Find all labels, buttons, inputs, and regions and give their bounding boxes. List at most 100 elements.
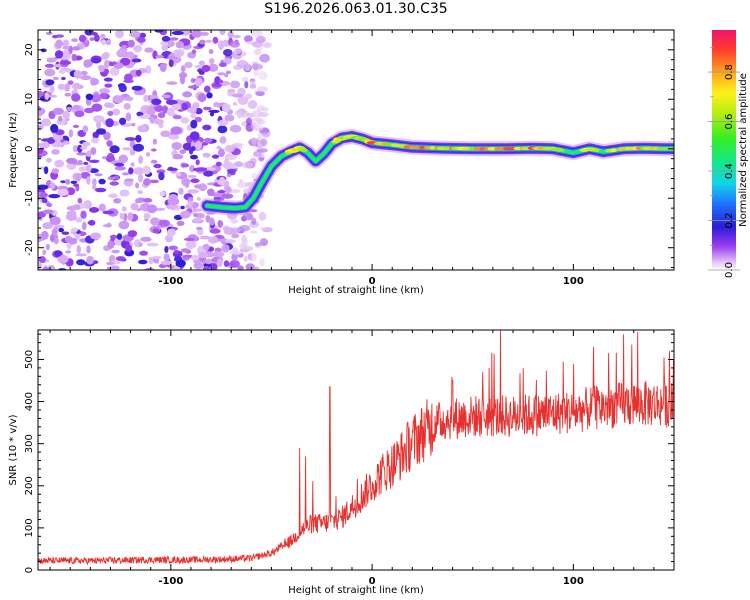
noise-blob [139, 250, 149, 256]
noise-blob [209, 112, 215, 117]
noise-blob [182, 142, 194, 151]
noise-blob [259, 258, 265, 267]
noise-blob [194, 208, 202, 212]
noise-blob [124, 178, 134, 182]
noise-blob [107, 240, 115, 249]
noise-blob [143, 178, 151, 186]
noise-blob [137, 125, 147, 133]
noise-blob [191, 146, 196, 152]
noise-blob [155, 55, 164, 59]
noise-blob [106, 39, 112, 46]
noise-blob [56, 185, 69, 191]
noise-blob [96, 120, 102, 129]
noise-blob [242, 76, 249, 83]
noise-blob [198, 252, 209, 259]
noise-blob [251, 266, 260, 270]
noise-blob [58, 115, 63, 122]
noise-blob [92, 178, 97, 186]
noise-blob [114, 166, 126, 171]
noise-blob [200, 31, 209, 36]
noise-blob [196, 212, 205, 219]
noise-blob [172, 154, 184, 160]
y-tick-label: 0 [24, 567, 35, 573]
noise-blob [202, 106, 212, 111]
noise-blob [94, 173, 103, 177]
noise-blob [199, 39, 206, 45]
noise-blob [236, 182, 249, 188]
noise-blob [139, 32, 147, 39]
noise-blob [64, 235, 73, 243]
noise-blob [86, 245, 91, 254]
noise-blob [231, 233, 240, 239]
noise-blob [231, 253, 238, 261]
noise-blob [223, 57, 232, 65]
noise-blob [217, 220, 223, 228]
noise-blob [181, 257, 190, 261]
noise-blob [55, 39, 63, 49]
noise-blob [88, 159, 100, 163]
noise-blob [194, 107, 203, 115]
noise-blob [83, 161, 89, 165]
noise-blob [187, 189, 199, 194]
noise-blob [236, 110, 242, 119]
noise-blob [237, 96, 249, 105]
noise-blob [122, 147, 133, 151]
noise-blob [54, 250, 62, 257]
noise-blob [245, 117, 253, 126]
noise-blob [214, 76, 221, 85]
noise-blob [49, 182, 56, 190]
noise-blob [153, 163, 162, 169]
noise-blob [219, 30, 226, 36]
noise-blob [52, 107, 64, 115]
noise-blob [169, 37, 179, 41]
noise-blob [180, 117, 189, 124]
ridge-peak [555, 148, 565, 152]
noise-blob [225, 154, 238, 160]
noise-blob [38, 256, 46, 263]
noise-blob [160, 260, 173, 266]
noise-blob [250, 230, 258, 234]
noise-blob [209, 217, 215, 226]
noise-blob [109, 181, 120, 186]
noise-blob [230, 218, 239, 224]
noise-blob [182, 91, 193, 98]
noise-blob [171, 103, 182, 111]
noise-blob [68, 210, 77, 218]
noise-blob [153, 118, 164, 125]
noise-blob [100, 39, 107, 46]
noise-blob [241, 234, 247, 243]
noise-blob [138, 155, 143, 165]
colorbar-tick-label: 0.6 [724, 114, 735, 130]
noise-blob [178, 187, 184, 195]
noise-blob [62, 46, 71, 50]
noise-blob [61, 76, 66, 81]
noise-blob [85, 164, 92, 173]
noise-blob [197, 228, 204, 236]
noise-blob [183, 237, 195, 241]
noise-blob [73, 70, 83, 79]
noise-blob [61, 231, 70, 235]
noise-blob [138, 173, 143, 183]
noise-blob [86, 255, 94, 265]
noise-blob [181, 163, 190, 168]
noise-blob [130, 162, 135, 167]
noise-blob [38, 184, 49, 190]
noise-blob [103, 77, 113, 82]
noise-blob [78, 34, 87, 43]
x-tick-label: 0 [369, 276, 376, 287]
noise-blob [71, 46, 81, 51]
noise-blob [46, 203, 53, 207]
noise-blob [175, 41, 184, 49]
noise-blob [123, 73, 133, 82]
noise-blob [249, 157, 257, 165]
noise-blob [144, 47, 154, 53]
noise-blob [49, 216, 61, 225]
noise-blob [109, 234, 118, 240]
noise-blob [109, 145, 120, 154]
noise-blob [94, 187, 107, 193]
noise-blob [120, 57, 131, 66]
noise-blob [150, 217, 160, 226]
noise-blob [135, 199, 144, 204]
noise-blob [70, 180, 78, 184]
noise-blob [103, 59, 110, 69]
